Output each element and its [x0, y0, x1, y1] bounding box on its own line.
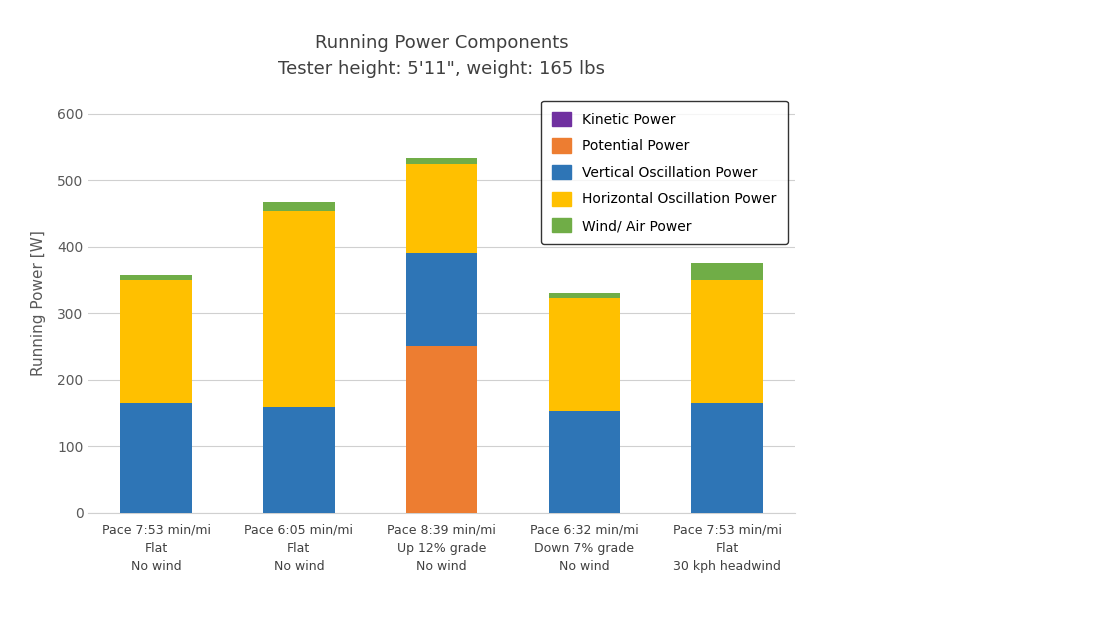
- Bar: [406, 158, 477, 164]
- Bar: [263, 202, 335, 211]
- Bar: [263, 211, 335, 408]
- Bar: [406, 164, 477, 253]
- Bar: [691, 280, 763, 403]
- Bar: [549, 299, 620, 411]
- Bar: [406, 253, 477, 346]
- Bar: [406, 346, 477, 512]
- Bar: [120, 403, 192, 512]
- Bar: [263, 408, 335, 512]
- Bar: [549, 411, 620, 512]
- Title: Running Power Components
Tester height: 5'11", weight: 165 lbs: Running Power Components Tester height: …: [278, 34, 605, 78]
- Bar: [691, 403, 763, 512]
- Legend: Kinetic Power, Potential Power, Vertical Oscillation Power, Horizontal Oscillati: Kinetic Power, Potential Power, Vertical…: [541, 101, 788, 244]
- Y-axis label: Running Power [W]: Running Power [W]: [31, 230, 46, 376]
- Bar: [120, 274, 192, 280]
- Bar: [120, 280, 192, 403]
- Bar: [691, 263, 763, 280]
- Bar: [549, 293, 620, 299]
